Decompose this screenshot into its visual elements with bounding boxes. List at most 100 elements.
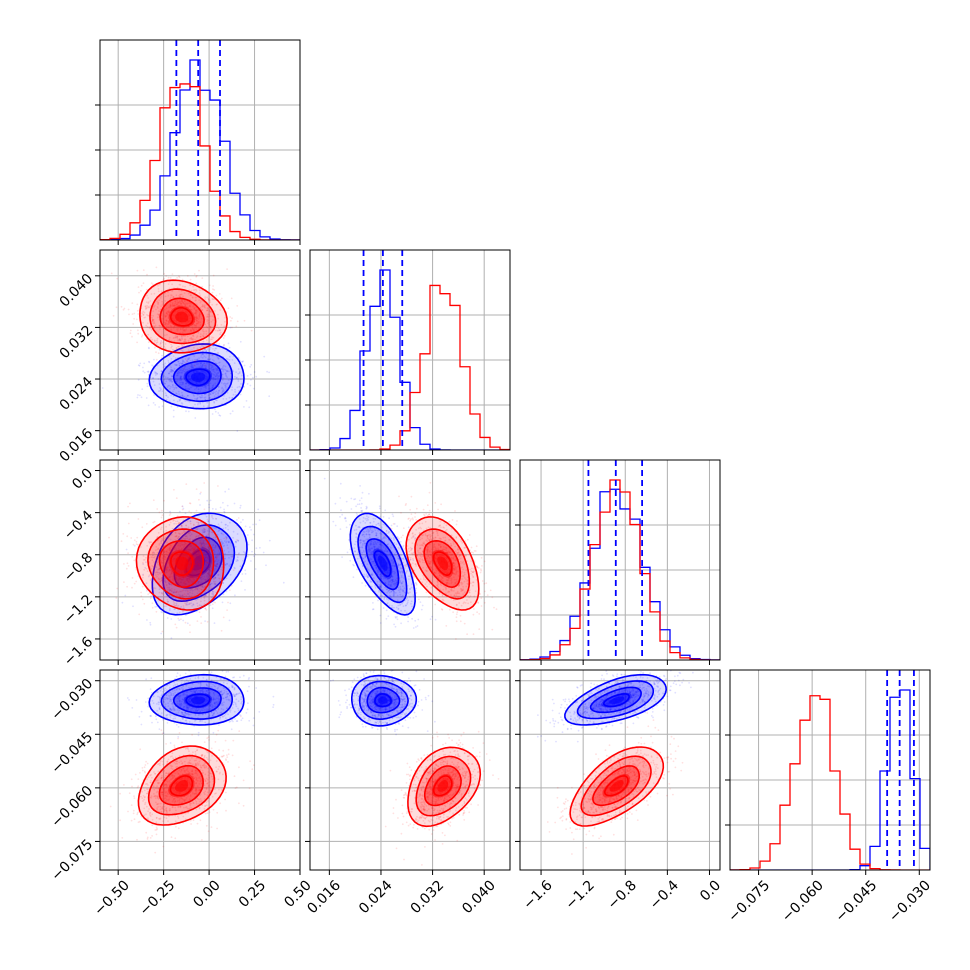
scatter-point xyxy=(173,304,176,307)
scatter-point xyxy=(186,579,189,581)
scatter-point xyxy=(198,604,201,607)
scatter-point xyxy=(199,556,202,558)
scatter-point xyxy=(374,585,376,587)
scatter-point xyxy=(214,310,216,312)
scatter-point xyxy=(168,582,171,585)
scatter-point xyxy=(123,563,125,565)
scatter-point xyxy=(402,605,405,607)
scatter-point xyxy=(156,339,158,342)
scatter-point xyxy=(171,383,174,386)
scatter-point xyxy=(216,362,218,365)
scatter-point xyxy=(167,352,170,355)
scatter-point xyxy=(217,352,220,354)
scatter-point xyxy=(249,365,252,368)
scatter-point xyxy=(428,560,430,563)
scatter-point xyxy=(141,585,144,588)
scatter-point xyxy=(463,580,466,583)
scatter-point xyxy=(200,544,203,547)
scatter-point xyxy=(131,577,134,579)
scatter-point xyxy=(137,329,139,332)
scatter-point xyxy=(415,565,417,567)
scatter-point xyxy=(384,586,386,589)
scatter-point xyxy=(473,608,475,610)
scatter-point xyxy=(359,485,361,487)
scatter-point xyxy=(200,388,203,390)
scatter-point xyxy=(199,294,201,297)
scatter-point xyxy=(181,532,184,535)
scatter-point xyxy=(162,375,164,378)
scatter-point xyxy=(402,544,405,547)
scatter-point xyxy=(189,386,192,389)
scatter-point xyxy=(225,541,228,544)
scatter-point xyxy=(150,336,152,339)
scatter-point xyxy=(210,582,213,585)
scatter-point xyxy=(213,563,216,566)
scatter-point xyxy=(166,569,169,572)
scatter-point xyxy=(152,325,155,328)
scatter-point xyxy=(136,309,139,312)
scatter-point xyxy=(382,577,385,580)
scatter-point xyxy=(132,543,135,546)
scatter-point xyxy=(249,526,251,529)
scatter-point xyxy=(418,552,420,554)
scatter-point xyxy=(209,565,212,568)
scatter-point xyxy=(410,586,413,589)
scatter-point xyxy=(167,314,170,316)
scatter-point xyxy=(181,331,184,334)
scatter-point xyxy=(179,293,181,296)
scatter-point xyxy=(163,585,165,588)
contour-line xyxy=(149,288,217,345)
scatter-point xyxy=(163,308,166,311)
scatter-point xyxy=(222,337,225,339)
scatter-point xyxy=(171,380,174,383)
scatter-point xyxy=(168,548,171,551)
scatter-point xyxy=(360,541,362,544)
scatter-point xyxy=(153,394,156,396)
scatter-point xyxy=(188,532,191,535)
scatter-point xyxy=(215,564,218,567)
scatter-point xyxy=(191,296,194,299)
scatter-point xyxy=(146,306,149,309)
scatter-point xyxy=(217,595,220,598)
scatter-point xyxy=(353,498,355,501)
scatter-point xyxy=(378,585,381,587)
scatter-point xyxy=(195,313,198,316)
scatter-point xyxy=(175,591,178,594)
scatter-point xyxy=(179,302,182,305)
scatter-point xyxy=(179,377,182,379)
scatter-point xyxy=(225,538,228,541)
scatter-point xyxy=(146,313,148,316)
scatter-point xyxy=(368,546,370,549)
scatter-point xyxy=(146,385,149,388)
scatter-point xyxy=(396,525,399,528)
scatter-point xyxy=(199,540,202,543)
scatter-point xyxy=(381,544,384,547)
scatter-point xyxy=(174,305,177,307)
scatter-point xyxy=(198,572,201,575)
scatter-point xyxy=(198,523,200,526)
scatter-point xyxy=(157,573,160,576)
scatter-point xyxy=(157,301,160,304)
scatter-point xyxy=(198,396,201,398)
scatter-point xyxy=(211,366,214,368)
scatter-point xyxy=(207,384,210,386)
scatter-point xyxy=(397,604,400,607)
scatter-point xyxy=(192,603,195,606)
scatter-point xyxy=(384,509,387,512)
contour-line xyxy=(349,512,416,616)
scatter-point xyxy=(455,566,458,569)
scatter-point xyxy=(157,563,160,566)
scatter-point xyxy=(142,269,145,271)
scatter-point xyxy=(207,316,210,318)
scatter-point xyxy=(200,604,203,607)
scatter-point xyxy=(399,587,402,590)
scatter-point xyxy=(371,552,373,555)
scatter-point xyxy=(159,328,161,330)
scatter-point xyxy=(194,548,196,551)
scatter-point xyxy=(442,588,445,591)
scatter-point xyxy=(208,313,211,316)
scatter-point xyxy=(208,562,211,565)
scatter-point xyxy=(462,588,464,591)
scatter-point xyxy=(243,319,246,322)
scatter-point xyxy=(196,358,199,361)
